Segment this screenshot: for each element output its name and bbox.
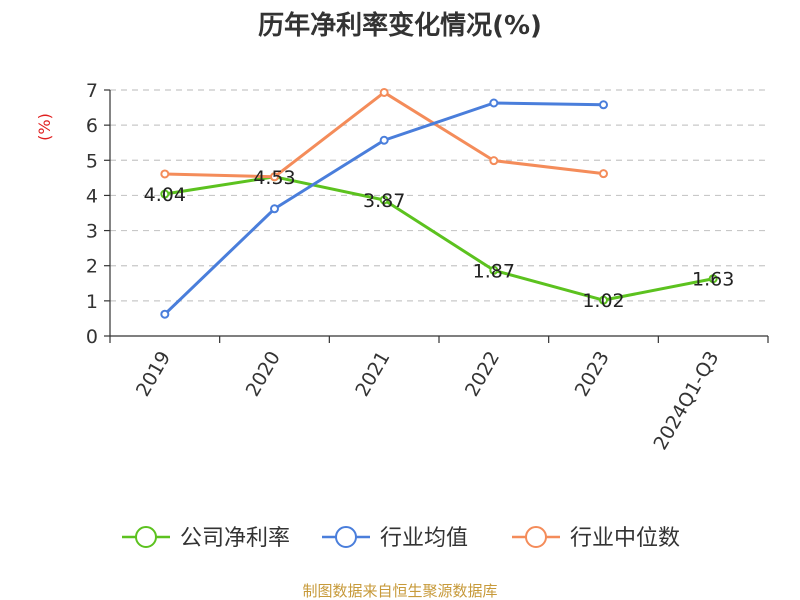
legend-marker-icon — [525, 526, 547, 548]
series-group: 4.04 4.53 3.87 1.87 1.02 1.63 — [144, 87, 734, 319]
legend-marker-icon — [335, 526, 357, 548]
x-tick-label: 2019 — [132, 348, 175, 401]
data-point — [489, 156, 499, 166]
y-axis-label: (%) — [35, 113, 54, 141]
legend-label: 行业中位数 — [570, 526, 680, 551]
data-point — [160, 309, 170, 319]
source-note: 制图数据来自恒生聚源数据库 — [302, 582, 497, 600]
chart-title: 历年净利率变化情况(%) — [258, 10, 542, 41]
data-point — [270, 172, 279, 182]
y-tick-label: 7 — [86, 80, 98, 102]
legend-marker-icon — [135, 526, 157, 548]
x-tick-label: 2021 — [351, 348, 394, 401]
data-point — [489, 265, 499, 275]
data-point — [599, 169, 608, 179]
legend-label: 公司净利率 — [180, 526, 290, 551]
x-tick-label: 2023 — [571, 348, 614, 401]
data-label: 1.63 — [692, 269, 734, 291]
y-tick-label: 2 — [86, 256, 98, 278]
legend[interactable]: 公司净利率 行业均值 行业中位数 — [122, 526, 680, 551]
y-tick-label: 5 — [86, 150, 98, 172]
axes: 0 1 2 3 4 5 6 7 2019 2020 2021 2022 2023 2024Q1-Q3 — [86, 80, 769, 454]
x-tick-label: 2022 — [461, 348, 504, 401]
data-point — [489, 98, 499, 108]
legend-item[interactable]: 行业中位数 — [512, 526, 680, 551]
data-label: 4.53 — [253, 167, 295, 189]
legend-label: 行业均值 — [380, 526, 468, 551]
y-tick-label: 0 — [86, 326, 98, 348]
y-tick-label: 4 — [86, 185, 98, 207]
x-tick-label: 2024Q1-Q3 — [649, 348, 723, 454]
data-point — [160, 189, 170, 199]
legend-item[interactable]: 行业均值 — [322, 526, 468, 551]
y-tick-label: 6 — [86, 115, 98, 137]
data-point — [379, 135, 389, 145]
data-point — [708, 274, 718, 284]
y-tick-label: 3 — [86, 221, 98, 243]
x-tick-label: 2020 — [242, 348, 285, 401]
data-label: 1.87 — [473, 260, 515, 282]
legend-item[interactable]: 公司净利率 — [122, 526, 290, 551]
data-label: 1.02 — [582, 290, 624, 312]
series-line — [164, 175, 714, 302]
data-point — [160, 169, 170, 179]
data-point — [599, 295, 608, 305]
data-label: 3.87 — [363, 190, 405, 212]
data-point — [379, 87, 389, 97]
data-label: 4.04 — [144, 184, 186, 206]
data-point — [599, 100, 608, 110]
data-point — [379, 195, 389, 205]
y-tick-label: 1 — [86, 291, 98, 313]
data-point — [270, 204, 279, 214]
